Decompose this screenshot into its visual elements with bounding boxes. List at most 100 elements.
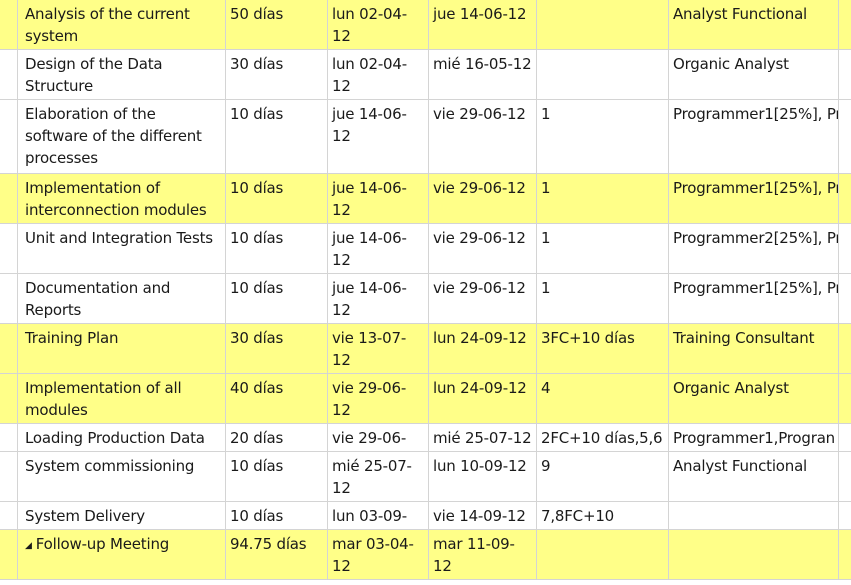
predecessors-cell[interactable]: 9: [537, 452, 669, 501]
task-name-cell[interactable]: System Delivery: [18, 502, 226, 529]
task-name-text: Follow-up Meeting: [35, 535, 170, 553]
extra-cell: [839, 324, 851, 373]
row-indicator: [0, 502, 18, 529]
duration-cell[interactable]: 10 días: [226, 174, 328, 223]
predecessors-cell[interactable]: 1: [537, 174, 669, 223]
finish-cell[interactable]: jue 14-06-12: [429, 0, 537, 49]
start-cell[interactable]: vie 29-06-12: [328, 424, 429, 451]
start-cell[interactable]: lun 03-09-12: [328, 502, 429, 529]
finish-cell[interactable]: lun 24-09-12: [429, 374, 537, 423]
task-name-cell[interactable]: Elaboration of the software of the diffe…: [18, 100, 226, 173]
resources-cell[interactable]: Programmer1[25%], Programmer2[25%]: [669, 274, 839, 323]
task-row[interactable]: Implementation of interconnection module…: [0, 174, 851, 224]
finish-cell[interactable]: vie 14-09-12: [429, 502, 537, 529]
resources-cell[interactable]: Programmer1[25%], Programmer2[25%]: [669, 174, 839, 223]
start-cell[interactable]: lun 02-04-12: [328, 0, 429, 49]
task-name-cell[interactable]: Training Plan: [18, 324, 226, 373]
task-row[interactable]: Training Plan 30 días vie 13-07-12 lun 24-0…: [0, 324, 851, 374]
task-name-cell[interactable]: Implementation of interconnection module…: [18, 174, 226, 223]
finish-cell[interactable]: vie 29-06-12: [429, 224, 537, 273]
predecessors-cell[interactable]: 3FC+10 días: [537, 324, 669, 373]
task-name-cell[interactable]: Unit and Integration Tests: [18, 224, 226, 273]
duration-cell[interactable]: 10 días: [226, 274, 328, 323]
task-row[interactable]: System commissioning 10 días mié 25-07-12 l…: [0, 452, 851, 502]
task-name-cell[interactable]: Analysis of the current system: [18, 0, 226, 49]
task-name-cell[interactable]: Documentation and Reports: [18, 274, 226, 323]
predecessors-cell[interactable]: [537, 530, 669, 579]
resources-cell[interactable]: Training Consultant: [669, 324, 839, 373]
extra-cell: [839, 374, 851, 423]
resources-cell[interactable]: [669, 502, 839, 529]
start-cell[interactable]: jue 14-06-12: [328, 224, 429, 273]
start-cell[interactable]: vie 29-06-12: [328, 374, 429, 423]
task-row[interactable]: Analysis of the current system 50 días lun…: [0, 0, 851, 50]
resources-cell[interactable]: Programmer1[25%], Programmer2[25%]: [669, 100, 839, 173]
start-cell[interactable]: jue 14-06-12: [328, 274, 429, 323]
predecessors-cell[interactable]: 4: [537, 374, 669, 423]
start-cell[interactable]: mar 03-04-12: [328, 530, 429, 579]
task-name-cell[interactable]: ◢ Follow-up Meeting: [18, 530, 226, 579]
predecessors-cell[interactable]: 1: [537, 100, 669, 173]
extra-cell: [839, 424, 851, 451]
predecessors-cell[interactable]: [537, 50, 669, 99]
start-cell[interactable]: vie 13-07-12: [328, 324, 429, 373]
task-row[interactable]: Design of the Data Structure 30 días lun 0…: [0, 50, 851, 100]
duration-cell[interactable]: 40 días: [226, 374, 328, 423]
task-row[interactable]: Elaboration of the software of the diffe…: [0, 100, 851, 174]
start-cell[interactable]: lun 02-04-12: [328, 50, 429, 99]
duration-cell[interactable]: 30 días: [226, 324, 328, 373]
predecessors-cell[interactable]: [537, 0, 669, 49]
empty-row: [0, 580, 851, 585]
predecessors-cell[interactable]: 7,8FC+10 días,10: [537, 502, 669, 529]
finish-cell[interactable]: mié 25-07-12: [429, 424, 537, 451]
duration-cell[interactable]: 30 días: [226, 50, 328, 99]
resources-cell[interactable]: Analyst Functional: [669, 0, 839, 49]
start-cell[interactable]: jue 14-06-12: [328, 174, 429, 223]
resources-cell[interactable]: Organic Analyst: [669, 50, 839, 99]
row-indicator: [0, 174, 18, 223]
task-name-cell[interactable]: Implementation of all modules: [18, 374, 226, 423]
start-cell[interactable]: jue 14-06-12: [328, 100, 429, 173]
task-row[interactable]: Unit and Integration Tests 10 días jue 14-…: [0, 224, 851, 274]
finish-cell[interactable]: lun 10-09-12: [429, 452, 537, 501]
task-name-cell[interactable]: System commissioning: [18, 452, 226, 501]
finish-cell[interactable]: mar 11-09-12: [429, 530, 537, 579]
duration-cell[interactable]: 10 días: [226, 224, 328, 273]
duration-cell[interactable]: 10 días: [226, 452, 328, 501]
predecessors-cell[interactable]: 1: [537, 224, 669, 273]
task-row[interactable]: ◢ Follow-up Meeting 94.75 días mar 03-04-12…: [0, 530, 851, 580]
row-indicator: [0, 274, 18, 323]
collapse-triangle-icon[interactable]: ◢: [25, 541, 32, 551]
finish-cell[interactable]: mié 16-05-12: [429, 50, 537, 99]
predecessors-cell[interactable]: 2FC+10 días,5,6: [537, 424, 669, 451]
finish-cell[interactable]: vie 29-06-12: [429, 274, 537, 323]
task-row[interactable]: Implementation of all modules 40 días vie …: [0, 374, 851, 424]
duration-cell[interactable]: 10 días: [226, 502, 328, 529]
resources-cell[interactable]: Programmer2[25%], Programmer1[25%]: [669, 224, 839, 273]
finish-cell[interactable]: vie 29-06-12: [429, 174, 537, 223]
extra-cell: [839, 502, 851, 529]
row-indicator: [0, 452, 18, 501]
resources-cell[interactable]: Analyst Functional: [669, 452, 839, 501]
task-row[interactable]: Documentation and Reports 10 días jue 14-0…: [0, 274, 851, 324]
task-row[interactable]: Loading Production Data 20 días vie 29-06-…: [0, 424, 851, 452]
extra-cell: [839, 174, 851, 223]
duration-cell[interactable]: 10 días: [226, 100, 328, 173]
finish-cell[interactable]: lun 24-09-12: [429, 324, 537, 373]
duration-cell[interactable]: 50 días: [226, 0, 328, 49]
resources-cell[interactable]: Organic Analyst: [669, 374, 839, 423]
extra-cell: [839, 530, 851, 579]
task-name-cell[interactable]: Design of the Data Structure: [18, 50, 226, 99]
predecessors-cell[interactable]: 1: [537, 274, 669, 323]
duration-cell[interactable]: 94.75 días: [226, 530, 328, 579]
resources-cell[interactable]: Programmer1,Progran: [669, 424, 839, 451]
finish-cell[interactable]: vie 29-06-12: [429, 100, 537, 173]
duration-cell[interactable]: 20 días: [226, 424, 328, 451]
row-indicator: [0, 50, 18, 99]
extra-cell: [839, 50, 851, 99]
start-cell[interactable]: mié 25-07-12: [328, 452, 429, 501]
resources-cell[interactable]: [669, 530, 839, 579]
task-name-cell[interactable]: Loading Production Data: [18, 424, 226, 451]
